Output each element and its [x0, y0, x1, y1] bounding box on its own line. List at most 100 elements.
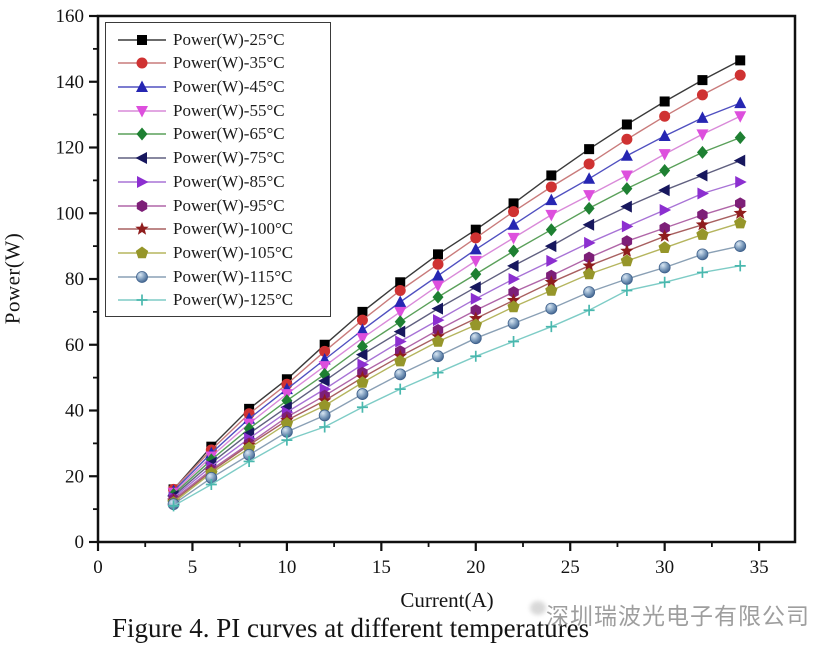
marker-sphere	[734, 240, 747, 253]
marker-sphere	[356, 388, 369, 400]
series-line-4	[173, 136, 741, 495]
x-tick-label: 5	[188, 557, 198, 578]
marker-square	[659, 96, 670, 107]
marker-diamond	[136, 127, 148, 141]
marker-square	[395, 277, 406, 288]
marker-triangle-down	[620, 170, 633, 182]
series-line-5	[173, 160, 741, 497]
marker-plus	[243, 455, 255, 467]
marker-pentagon	[734, 216, 747, 229]
y-tick-label: 80	[65, 269, 84, 290]
marker-triangle-right	[137, 175, 149, 188]
legend-entry: Power(W)-65°C	[116, 123, 330, 146]
marker-sphere	[545, 302, 558, 315]
marker-triangle-down	[432, 280, 444, 293]
legend-label: Power(W)-55°C	[173, 100, 285, 120]
legend-entry: Power(W)-85°C	[116, 170, 330, 193]
x-tick-label: 15	[372, 557, 391, 578]
marker-sphere	[696, 248, 709, 261]
marker-pentagon	[431, 335, 445, 347]
marker-sphere	[583, 286, 596, 299]
marker-triangle-up	[432, 269, 444, 281]
marker-triangle-up	[507, 218, 520, 230]
legend-label: Power(W)-85°C	[173, 171, 285, 191]
marker-circle	[583, 158, 595, 170]
marker-diamond	[621, 182, 633, 196]
legend-label: Power(W)-75°C	[173, 148, 285, 168]
marker-star	[469, 311, 483, 325]
legend-entry: Power(W)-55°C	[116, 99, 330, 122]
marker-square	[546, 170, 557, 181]
marker-triangle-right	[621, 220, 634, 233]
marker-triangle-up	[696, 111, 709, 123]
legend-label: Power(W)-105°C	[173, 242, 294, 262]
marker-diamond	[470, 267, 482, 281]
marker-sphere	[318, 409, 331, 422]
marker-diamond	[356, 339, 368, 353]
marker-triangle-right	[395, 335, 407, 348]
watermark-logo	[530, 601, 546, 615]
legend-label: Power(W)-25°C	[173, 29, 285, 49]
marker-triangle-up	[356, 323, 369, 335]
marker-hexagon	[136, 199, 148, 212]
marker-square	[508, 198, 519, 209]
legend-label: Power(W)-35°C	[173, 53, 285, 73]
series-markers-9	[167, 216, 747, 508]
marker-triangle-left	[393, 325, 406, 338]
marker-triangle-left	[733, 154, 746, 167]
marker-plus	[168, 500, 180, 512]
marker-sphere	[394, 368, 407, 381]
marker-hexagon	[621, 235, 633, 248]
marker-sphere	[507, 317, 520, 330]
legend-marker-sample	[118, 34, 166, 45]
marker-plus	[734, 260, 746, 272]
marker-circle	[734, 69, 746, 81]
marker-plus	[696, 266, 708, 278]
marker-pentagon	[356, 376, 369, 388]
series-line-2	[173, 102, 741, 492]
marker-triangle-up	[658, 129, 671, 141]
marker-square	[584, 144, 595, 155]
marker-plus	[205, 478, 217, 490]
marker-plus	[659, 276, 671, 288]
marker-star	[695, 217, 710, 231]
marker-diamond	[659, 164, 671, 178]
marker-triangle-down	[734, 111, 747, 123]
marker-plus	[136, 294, 148, 306]
series-markers-10	[167, 240, 747, 511]
marker-triangle-right	[584, 236, 596, 249]
marker-star	[506, 293, 521, 306]
x-tick-label: 35	[750, 557, 769, 578]
marker-diamond	[545, 223, 557, 237]
marker-triangle-left	[544, 240, 557, 253]
marker-plus	[583, 304, 595, 316]
marker-star	[620, 244, 634, 257]
marker-triangle-right	[357, 358, 369, 371]
legend-entry: Power(W)-35°C	[116, 52, 330, 75]
marker-plus	[470, 350, 482, 362]
marker-triangle-left	[582, 218, 595, 231]
marker-plus	[621, 285, 633, 297]
y-tick-label: 60	[65, 335, 84, 356]
series-line-10	[173, 245, 741, 505]
marker-pentagon	[658, 241, 671, 253]
legend-marker-sample	[118, 270, 166, 283]
marker-sphere	[136, 270, 148, 283]
marker-plus	[432, 367, 444, 379]
marker-pentagon	[545, 284, 558, 296]
marker-star	[582, 258, 596, 272]
marker-triangle-down	[583, 190, 596, 202]
marker-triangle-down	[658, 149, 671, 161]
marker-circle	[136, 57, 148, 69]
marker-sphere	[432, 350, 444, 363]
marker-pentagon	[620, 254, 634, 267]
series-line-8	[173, 212, 741, 502]
legend-label: Power(W)-95°C	[173, 195, 285, 215]
marker-triangle-right	[546, 254, 558, 267]
marker-triangle-right	[735, 176, 747, 189]
marker-triangle-up	[734, 96, 747, 109]
legend-entry: Power(W)-125°C	[116, 289, 330, 312]
marker-triangle-up	[545, 193, 558, 206]
